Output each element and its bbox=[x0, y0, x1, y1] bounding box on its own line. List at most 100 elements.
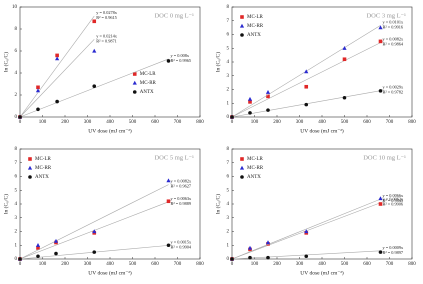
x-tick-label: 300 bbox=[296, 262, 304, 267]
x-tick-label: 300 bbox=[84, 120, 92, 125]
y-tick-label: 3 bbox=[227, 74, 230, 79]
x-tick-label: 0 bbox=[231, 262, 234, 267]
marker bbox=[36, 246, 40, 250]
legend-label: MC-LR bbox=[140, 72, 157, 77]
y-tick-label: 2 bbox=[227, 88, 230, 93]
x-tick-label: 700 bbox=[386, 262, 394, 267]
x-tick-label: 200 bbox=[273, 120, 281, 125]
fit-equation: y = 0.0214x bbox=[96, 33, 118, 38]
marker bbox=[166, 199, 171, 204]
marker bbox=[92, 229, 97, 234]
legend-marker bbox=[239, 165, 245, 170]
fit-r2: R² = 0.9871 bbox=[96, 38, 117, 43]
subtitle: DOC 10 mg L⁻¹ bbox=[363, 154, 406, 161]
y-tick-label: 4 bbox=[227, 202, 230, 207]
y-axis-label: ln (C₀/C) bbox=[2, 52, 9, 72]
marker bbox=[265, 90, 271, 94]
legend-label: ANTX bbox=[140, 90, 154, 95]
fit-equation: y = 0.008x bbox=[171, 53, 190, 58]
legend-marker bbox=[27, 165, 33, 170]
y-tick-label: 0 bbox=[15, 257, 18, 262]
marker bbox=[166, 59, 171, 63]
x-tick-label: 400 bbox=[106, 120, 114, 125]
x-tick-label: 0 bbox=[19, 120, 22, 125]
x-tick-label: 800 bbox=[196, 120, 204, 125]
fit-equation: y = 0.0082x bbox=[383, 37, 405, 42]
fit-r2: R² = 0.9965 bbox=[171, 58, 192, 63]
marker bbox=[304, 69, 309, 74]
legend-label: ANTX bbox=[247, 33, 261, 38]
trend-line bbox=[231, 42, 381, 118]
x-tick-label: 800 bbox=[408, 120, 416, 125]
legend-marker bbox=[240, 175, 244, 179]
marker bbox=[248, 100, 252, 104]
marker bbox=[35, 88, 41, 93]
legend-label: ANTX bbox=[247, 175, 261, 180]
marker bbox=[378, 89, 383, 93]
x-tick-label: 300 bbox=[84, 262, 92, 267]
legend-label: MC-LR bbox=[35, 157, 52, 162]
x-axis-label: UV dose (mJ cm⁻²) bbox=[88, 127, 132, 134]
y-tick-label: 7 bbox=[227, 161, 230, 166]
fit-equation: y = 0.0063x bbox=[171, 196, 193, 201]
marker bbox=[247, 245, 253, 250]
marker bbox=[248, 255, 252, 260]
fit-equation: y = 0.0082x bbox=[171, 179, 193, 184]
fit-r2: R² = 0.9916 bbox=[383, 24, 404, 29]
marker bbox=[342, 95, 347, 100]
x-tick-label: 300 bbox=[296, 120, 304, 125]
y-tick-label: 7 bbox=[15, 161, 18, 166]
marker bbox=[378, 250, 383, 254]
y-tick-label: 0 bbox=[227, 257, 230, 262]
fit-equation: y = 0.0015x bbox=[171, 239, 193, 244]
legend-marker bbox=[240, 15, 244, 19]
marker bbox=[266, 255, 270, 260]
marker bbox=[35, 243, 41, 247]
y-tick-label: 4 bbox=[15, 71, 18, 76]
y-axis-label: ln (C₀/C) bbox=[214, 52, 221, 72]
x-tick-label: 100 bbox=[39, 120, 47, 125]
trend-line bbox=[19, 15, 95, 118]
x-tick-label: 700 bbox=[386, 120, 394, 125]
marker bbox=[304, 229, 309, 234]
x-axis-label: UV dose (mJ cm⁻²) bbox=[300, 269, 344, 276]
fit-r2: R² = 0.9782 bbox=[383, 90, 404, 95]
legend-label: MC-RR bbox=[247, 166, 264, 171]
marker bbox=[18, 115, 22, 119]
fit-r2: R² = 0.9889 bbox=[171, 201, 192, 206]
legend-label: MC-RR bbox=[35, 166, 52, 171]
legend-marker bbox=[132, 90, 137, 94]
marker bbox=[265, 240, 271, 245]
x-tick-label: 500 bbox=[341, 262, 349, 267]
x-tick-label: 100 bbox=[39, 262, 47, 267]
subtitle: DOC 3 mg L⁻¹ bbox=[366, 12, 406, 19]
y-tick-label: 5 bbox=[227, 46, 230, 51]
marker bbox=[304, 84, 309, 89]
fit-r2: R² = 0.9615 bbox=[96, 15, 117, 20]
legend-label: MC-LR bbox=[247, 157, 264, 162]
y-tick-label: 0 bbox=[15, 115, 18, 120]
y-tick-label: 3 bbox=[227, 216, 230, 221]
y-tick-label: 1 bbox=[227, 243, 230, 248]
legend-marker bbox=[132, 80, 137, 85]
marker bbox=[55, 99, 59, 104]
legend-marker bbox=[28, 175, 32, 179]
legend-label: ANTX bbox=[35, 175, 49, 180]
x-tick-label: 200 bbox=[61, 120, 69, 125]
x-tick-label: 0 bbox=[19, 262, 22, 267]
fit-equation: y = 0.0066x bbox=[383, 193, 405, 198]
marker bbox=[342, 57, 347, 62]
y-tick-label: 2 bbox=[15, 93, 18, 98]
x-axis-label: UV dose (mJ cm⁻²) bbox=[88, 269, 132, 276]
marker bbox=[18, 257, 22, 261]
fit-equation: y = 0.0101x bbox=[383, 19, 405, 24]
y-tick-label: 6 bbox=[227, 175, 230, 180]
fit-equation: y = 0.0029x bbox=[383, 85, 405, 90]
x-tick-label: 700 bbox=[174, 120, 182, 125]
marker bbox=[54, 251, 58, 256]
marker bbox=[92, 19, 97, 24]
marker bbox=[342, 46, 347, 50]
y-tick-label: 5 bbox=[227, 188, 230, 193]
